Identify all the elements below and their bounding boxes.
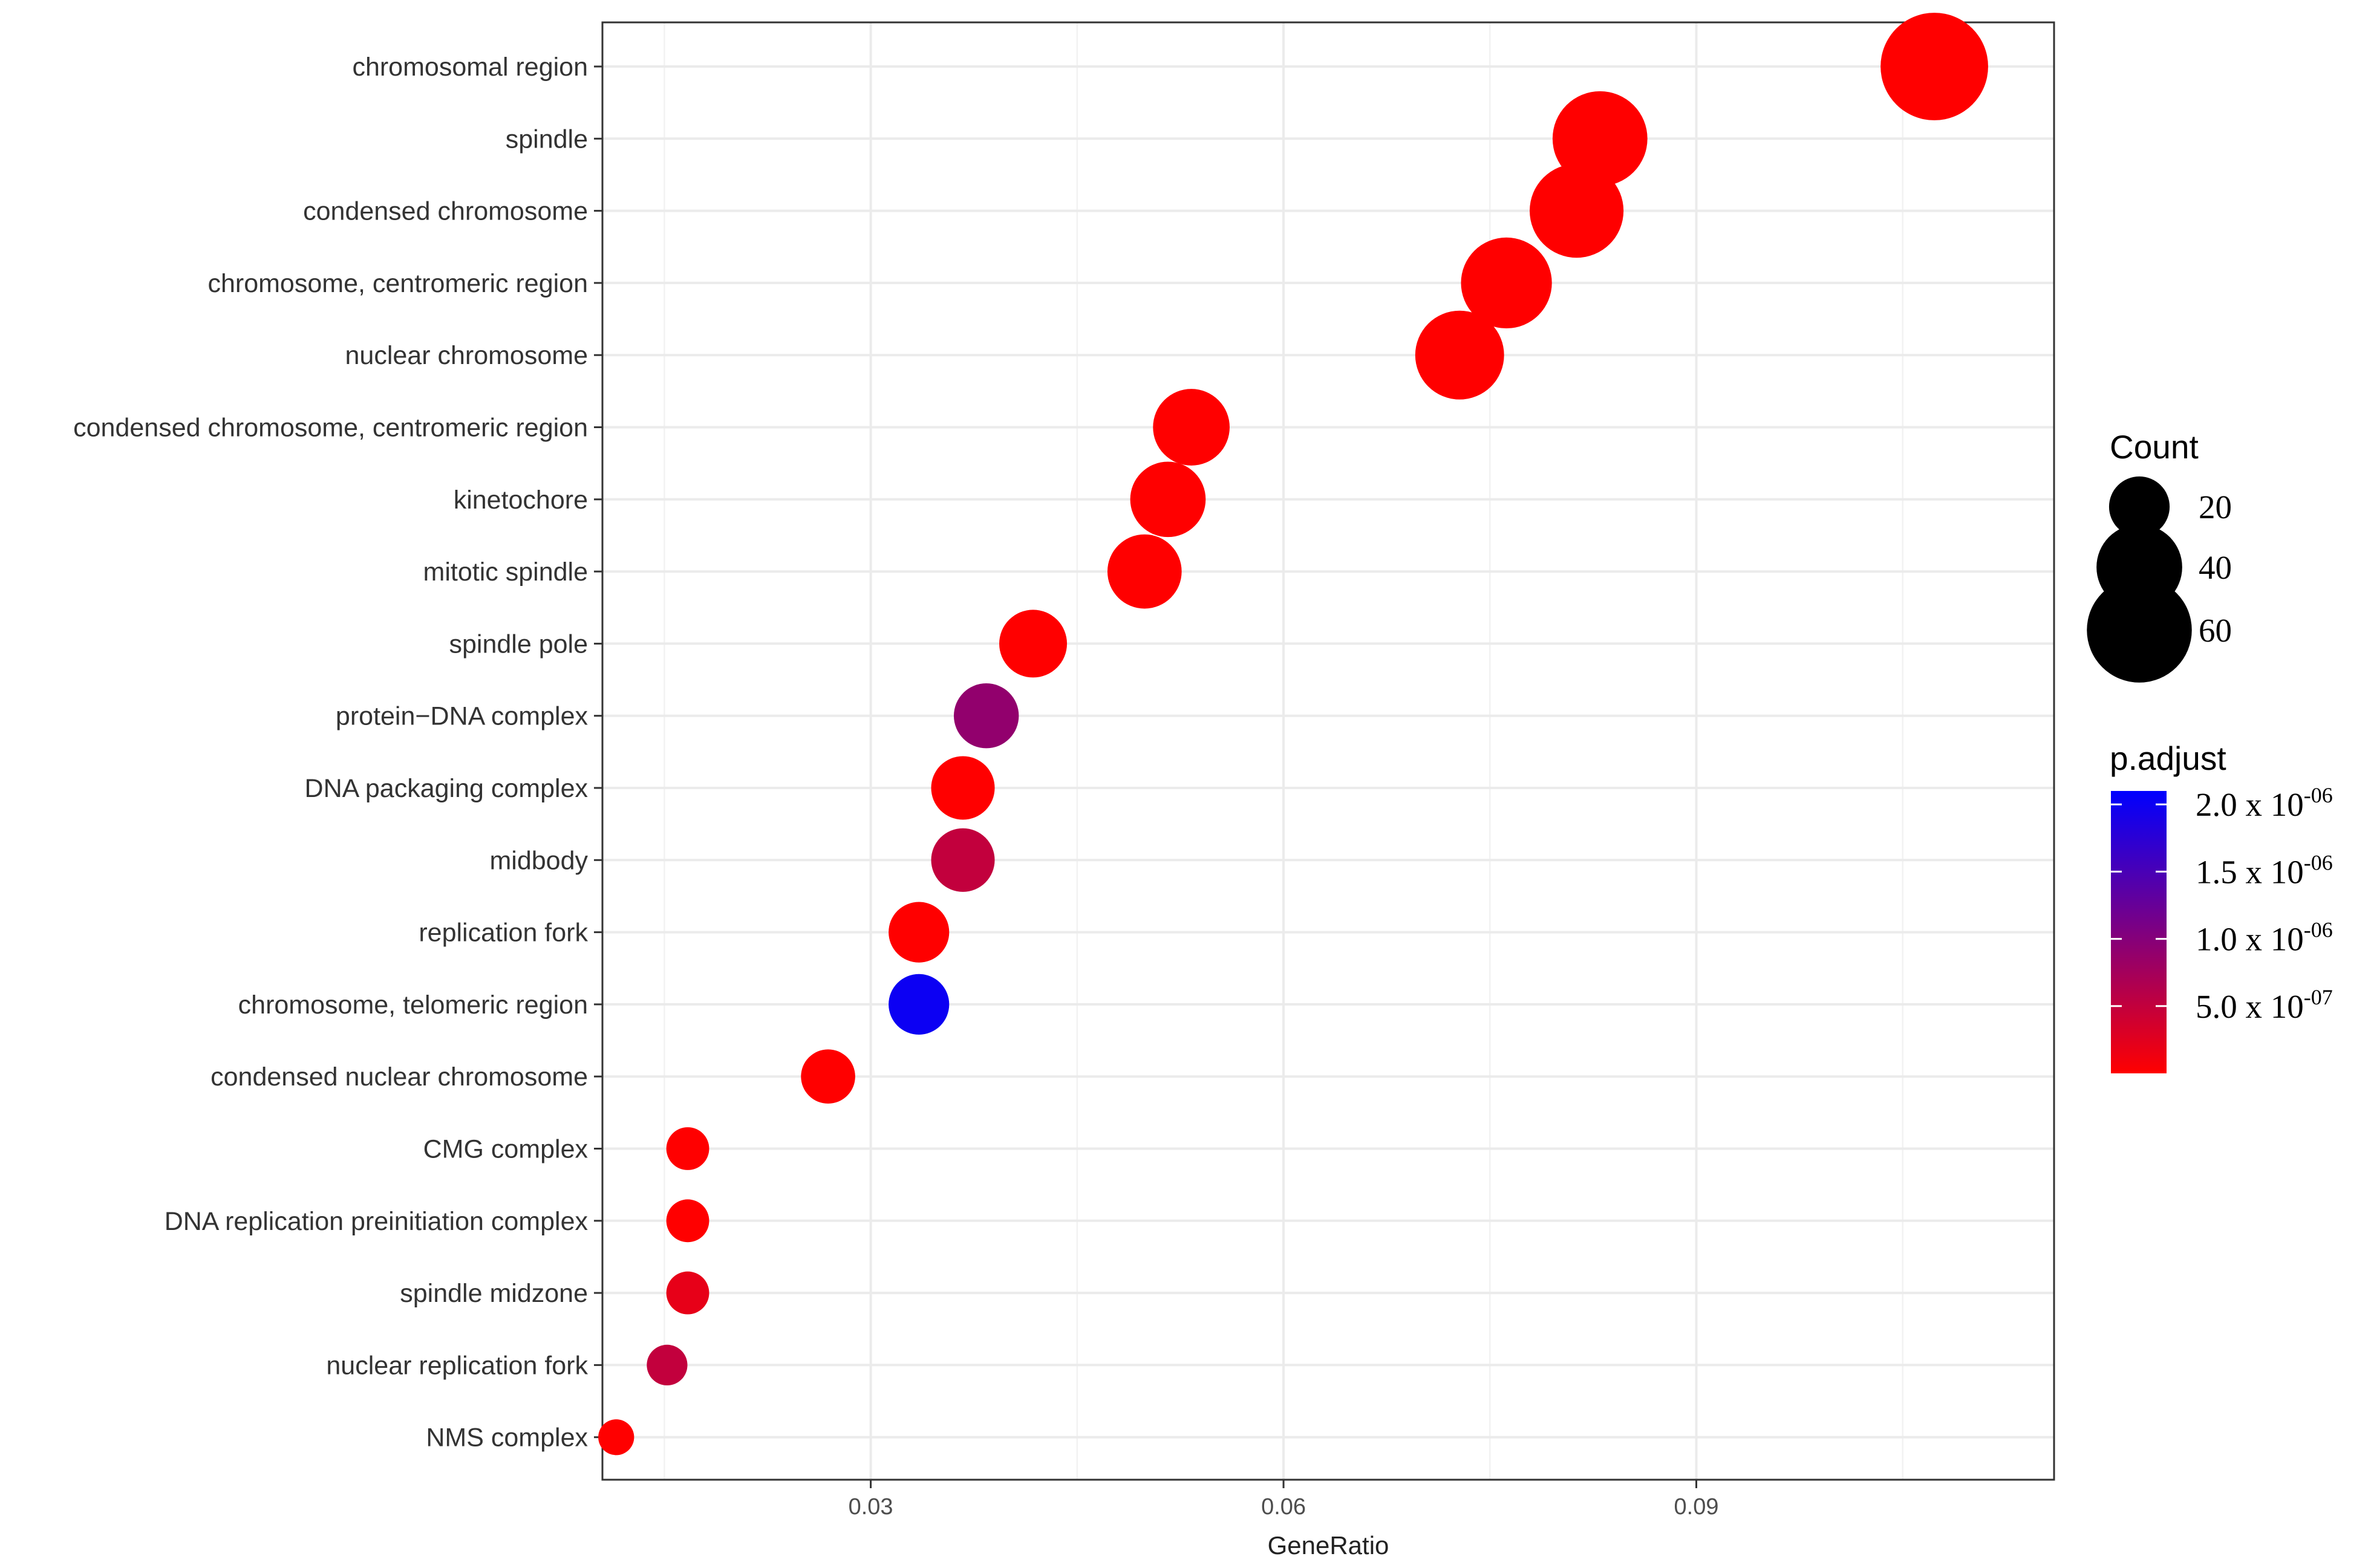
x-tick-label: 0.06	[1261, 1494, 1306, 1520]
x-tick-label: 0.03	[849, 1494, 893, 1520]
data-point	[598, 1419, 634, 1456]
y-tick-label: spindle pole	[449, 629, 588, 659]
data-point	[666, 1271, 709, 1315]
y-tick-label: nuclear chromosome	[345, 341, 588, 370]
data-point	[1153, 389, 1230, 466]
y-axis: chromosomal region spindle condensed chrom…	[73, 53, 602, 1453]
y-tick-label: spindle	[506, 125, 588, 154]
data-point	[1530, 164, 1624, 258]
count-legend-label: 40	[2199, 549, 2232, 586]
p-adjust-tick-exponent: -07	[2304, 985, 2333, 1009]
p-adjust-tick-label: 1.0 x 10-06	[2196, 918, 2333, 958]
y-tick-label: midbody	[489, 846, 588, 875]
p-adjust-tick-label: 2.0 x 10-06	[2196, 783, 2333, 823]
y-tick-label: mitotic spindle	[423, 558, 588, 587]
y-tick-label: chromosome, centromeric region	[207, 269, 588, 298]
data-point	[647, 1344, 688, 1385]
p-adjust-tick-label: 1.5 x 10-06	[2196, 850, 2333, 890]
y-tick-label: spindle midzone	[400, 1279, 588, 1308]
data-point	[953, 683, 1019, 749]
count-legend-label: 60	[2199, 612, 2232, 649]
data-point	[1415, 310, 1504, 400]
x-axis: 0.03 0.06 0.09	[849, 1480, 1719, 1520]
p-adjust-tick-exponent: -06	[2304, 918, 2333, 942]
count-legend-title: Count	[2110, 428, 2199, 466]
x-tick-label: 0.09	[1674, 1494, 1719, 1520]
count-legend-key	[2108, 476, 2170, 538]
p-adjust-tick-exponent: -06	[2304, 850, 2333, 874]
y-tick-label: condensed nuclear chromosome	[210, 1062, 588, 1091]
grid-lines	[602, 22, 2054, 1480]
y-tick-label: kinetochore	[454, 486, 588, 515]
p-adjust-colorbar	[2111, 791, 2167, 1073]
data-point	[1880, 13, 1988, 120]
data-point	[1552, 91, 1648, 186]
p-adjust-tick-label: 5.0 x 10-07	[2196, 985, 2333, 1025]
data-point	[1107, 534, 1182, 609]
count-legend: Count 20 40 60	[2087, 428, 2232, 683]
p-adjust-tick-mantissa: 1.5 x 10	[2196, 853, 2304, 890]
data-point	[889, 974, 950, 1035]
plot-border	[601, 21, 2055, 1481]
p-adjust-legend-title: p.adjust	[2110, 740, 2226, 777]
p-adjust-tick-mantissa: 5.0 x 10	[2196, 988, 2304, 1025]
plot-panel	[602, 22, 2054, 1480]
data-point	[666, 1199, 709, 1243]
data-points	[598, 13, 1988, 1456]
data-point	[889, 902, 950, 963]
data-point	[1461, 237, 1552, 329]
count-legend-key	[2087, 577, 2192, 683]
y-tick-label: condensed chromosome, centromeric region	[73, 414, 588, 443]
y-tick-label: chromosomal region	[352, 53, 588, 82]
data-point	[999, 610, 1068, 678]
y-tick-label: DNA replication preinitiation complex	[165, 1207, 589, 1236]
p-adjust-legend: p.adjust 2.0 x 10-061.5 x 10-061.0 x 10-…	[2110, 740, 2333, 1073]
y-tick-label: nuclear replication fork	[326, 1351, 588, 1380]
p-adjust-tick-mantissa: 1.0 x 10	[2196, 921, 2304, 958]
y-tick-label: CMG complex	[423, 1135, 589, 1164]
count-legend-label: 20	[2199, 489, 2232, 525]
data-point	[931, 756, 995, 820]
x-axis-title: GeneRatio	[1268, 1531, 1389, 1560]
y-tick-label: protein−DNA complex	[336, 702, 589, 731]
p-adjust-tick-exponent: -06	[2304, 783, 2333, 807]
y-tick-label: chromosome, telomeric region	[238, 991, 588, 1020]
data-point	[666, 1127, 709, 1170]
data-point	[931, 828, 995, 892]
y-tick-label: condensed chromosome	[303, 197, 588, 226]
y-tick-label: replication fork	[419, 919, 588, 948]
y-tick-label: DNA packaging complex	[305, 774, 589, 803]
y-tick-label: NMS complex	[426, 1423, 588, 1453]
data-point	[801, 1049, 855, 1104]
data-point	[1130, 461, 1206, 538]
p-adjust-tick-mantissa: 2.0 x 10	[2196, 786, 2304, 823]
